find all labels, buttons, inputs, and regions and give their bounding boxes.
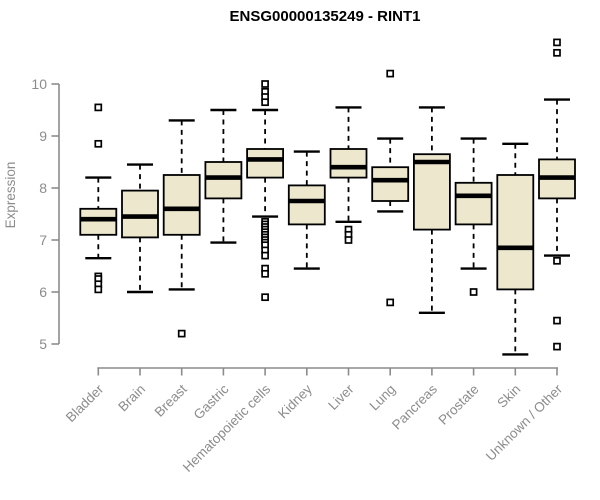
chart-title: ENSG00000135249 - RINT1 <box>230 8 421 25</box>
outlier-point <box>553 342 561 351</box>
iqr-box <box>371 166 410 202</box>
x-tick-label: Gastric <box>191 381 232 422</box>
outlier-point <box>553 256 561 265</box>
outlier-point <box>553 48 561 57</box>
outlier-point <box>261 251 269 260</box>
outlier-point <box>94 139 103 148</box>
boxes-layer <box>79 38 576 356</box>
outlier-point <box>553 38 561 47</box>
iqr-box <box>287 184 326 226</box>
x-tick-label: Brain <box>115 382 148 415</box>
x-tick-label: Kidney <box>275 381 315 421</box>
box-prostate <box>454 137 493 296</box>
iqr-box <box>412 153 451 231</box>
outlier-point <box>261 80 269 88</box>
y-tick-label: 9 <box>39 128 47 144</box>
outlier-point <box>94 103 103 112</box>
x-tick-label: Liver <box>325 381 357 413</box>
box-liver <box>329 106 368 244</box>
x-tick-label: Pancreas <box>389 381 440 432</box>
x-tick-label: Lung <box>366 382 398 414</box>
outlier-point <box>386 298 395 307</box>
iqr-box <box>79 207 118 236</box>
box-brain <box>121 163 159 294</box>
iqr-box <box>496 174 535 291</box>
y-tick-label: 7 <box>39 232 47 248</box>
x-tick-label: Unknown / Other <box>483 381 566 464</box>
outlier-point <box>261 269 269 278</box>
iqr-box <box>454 181 493 226</box>
box-pancreas <box>412 106 451 314</box>
iqr-box <box>121 189 159 239</box>
box-hematopoietic-cells <box>246 80 285 302</box>
outlier-point <box>553 316 561 325</box>
y-tick-label: 10 <box>31 76 47 92</box>
box-bladder <box>79 103 118 294</box>
iqr-box <box>162 174 201 236</box>
iqr-box <box>204 161 243 200</box>
outlier-point <box>261 293 269 302</box>
outlier-point <box>177 329 186 338</box>
box-gastric <box>204 108 243 244</box>
y-tick-label: 5 <box>39 336 47 352</box>
x-tick-label: Prostate <box>436 382 482 428</box>
outlier-point <box>261 98 269 107</box>
x-tick-label: Skin <box>494 382 523 411</box>
y-tick-label: 8 <box>39 180 47 196</box>
x-tick-label: Breast <box>152 381 190 419</box>
box-skin <box>496 142 535 356</box>
box-kidney <box>287 150 326 270</box>
y-axis-label: Expression <box>3 162 18 229</box>
outlier-point <box>469 288 478 296</box>
outlier-point <box>344 236 353 244</box>
box-lung <box>371 69 410 307</box>
y-tick-label: 6 <box>39 284 47 300</box>
iqr-box <box>329 148 368 179</box>
box-unknown-other <box>538 38 576 351</box>
outlier-point <box>94 285 103 294</box>
outlier-point <box>386 69 395 78</box>
iqr-box <box>246 148 285 179</box>
box-breast <box>162 119 201 338</box>
x-tick-label: Bladder <box>63 381 107 425</box>
